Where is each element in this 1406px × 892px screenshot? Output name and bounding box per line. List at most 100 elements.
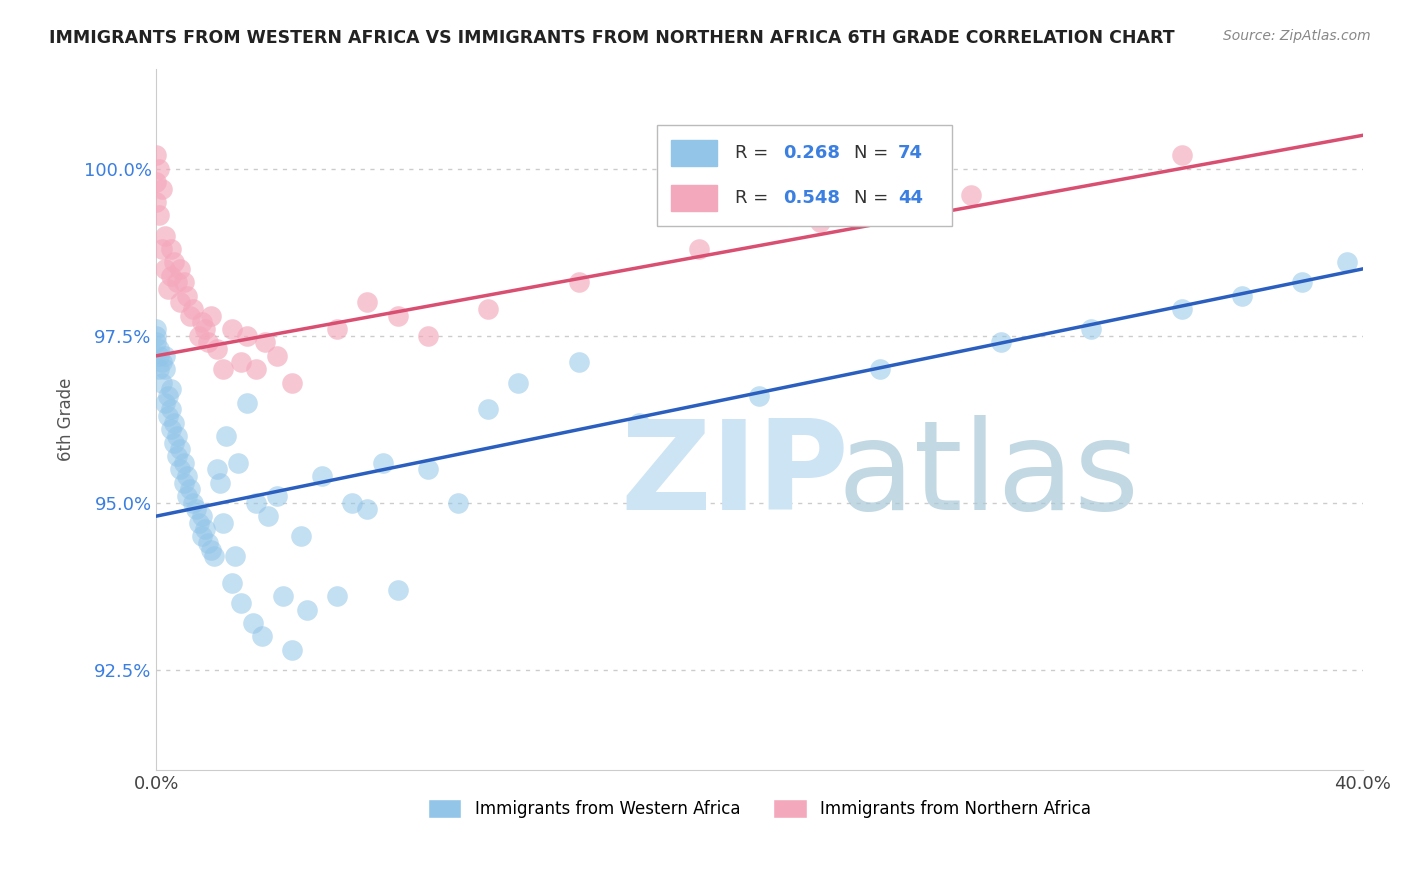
Point <box>508 376 530 390</box>
Text: ZIP: ZIP <box>621 415 849 536</box>
Point <box>169 295 191 310</box>
Point <box>356 502 378 516</box>
Point <box>155 349 177 363</box>
Point <box>173 475 195 490</box>
Point <box>200 542 222 557</box>
Point <box>387 309 409 323</box>
Point <box>281 376 304 390</box>
Point <box>187 516 209 530</box>
Point <box>627 416 650 430</box>
Point <box>250 629 273 643</box>
Point <box>229 355 252 369</box>
Point <box>152 355 174 369</box>
Point <box>145 335 167 350</box>
Point <box>155 362 177 376</box>
Point <box>387 582 409 597</box>
Point <box>145 322 167 336</box>
Point <box>257 509 280 524</box>
Point <box>281 642 304 657</box>
Point <box>155 262 177 277</box>
Point <box>808 215 831 229</box>
Point <box>215 429 238 443</box>
Point <box>229 596 252 610</box>
Point <box>163 416 186 430</box>
Point <box>169 262 191 277</box>
Point <box>221 576 243 591</box>
Point <box>567 355 589 369</box>
Point <box>145 195 167 210</box>
Point <box>190 509 212 524</box>
Point <box>148 342 170 356</box>
Point <box>166 429 188 443</box>
Point <box>1336 255 1358 269</box>
Point <box>169 462 191 476</box>
Bar <box>657 125 952 227</box>
Text: N =: N = <box>853 189 894 207</box>
Text: 0.268: 0.268 <box>783 145 841 162</box>
Point <box>477 301 499 316</box>
Point <box>748 389 770 403</box>
Bar <box>672 185 717 211</box>
Point <box>1230 288 1253 302</box>
Point <box>356 295 378 310</box>
Point <box>1170 301 1192 316</box>
Point <box>567 275 589 289</box>
Point <box>160 422 183 436</box>
Point <box>311 469 333 483</box>
Point <box>179 309 201 323</box>
Point <box>208 475 231 490</box>
Point <box>166 275 188 289</box>
Point <box>157 409 180 423</box>
Text: R =: R = <box>735 145 775 162</box>
Point <box>253 335 276 350</box>
Point <box>148 209 170 223</box>
Point <box>163 255 186 269</box>
Point <box>688 242 710 256</box>
Point <box>236 328 259 343</box>
Point <box>148 349 170 363</box>
Point <box>416 462 439 476</box>
Point <box>245 496 267 510</box>
Point <box>200 309 222 323</box>
Point <box>181 496 204 510</box>
Point <box>211 516 233 530</box>
Point <box>326 589 349 603</box>
Text: IMMIGRANTS FROM WESTERN AFRICA VS IMMIGRANTS FROM NORTHERN AFRICA 6TH GRADE CORR: IMMIGRANTS FROM WESTERN AFRICA VS IMMIGR… <box>49 29 1175 46</box>
Point <box>194 523 217 537</box>
Point <box>160 402 183 417</box>
Point <box>477 402 499 417</box>
Point <box>173 456 195 470</box>
Point <box>157 389 180 403</box>
Y-axis label: 6th Grade: 6th Grade <box>58 377 75 461</box>
Point <box>190 529 212 543</box>
Point <box>160 268 183 283</box>
Text: 74: 74 <box>898 145 924 162</box>
Point <box>176 469 198 483</box>
Point <box>221 322 243 336</box>
Point <box>416 328 439 343</box>
Point <box>176 489 198 503</box>
Point <box>342 496 364 510</box>
Point <box>1291 275 1313 289</box>
Point <box>1170 148 1192 162</box>
Point <box>197 335 219 350</box>
Point <box>176 288 198 302</box>
Text: atlas: atlas <box>838 415 1140 536</box>
Point <box>205 342 228 356</box>
Text: 44: 44 <box>898 189 924 207</box>
Point <box>155 228 177 243</box>
Point <box>295 602 318 616</box>
Point <box>197 536 219 550</box>
Point <box>224 549 246 564</box>
Point <box>148 362 170 376</box>
Point <box>148 161 170 176</box>
Text: N =: N = <box>853 145 894 162</box>
Point <box>166 449 188 463</box>
Point <box>190 315 212 329</box>
Legend: Immigrants from Western Africa, Immigrants from Northern Africa: Immigrants from Western Africa, Immigran… <box>422 792 1098 825</box>
Point <box>160 242 183 256</box>
Point <box>184 502 207 516</box>
Point <box>155 395 177 409</box>
Point <box>145 328 167 343</box>
Point <box>326 322 349 336</box>
